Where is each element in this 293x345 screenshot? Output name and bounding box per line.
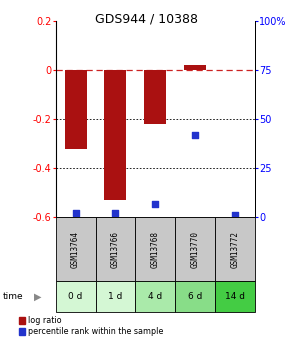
- Bar: [184, 65, 206, 70]
- Bar: [96, 281, 135, 312]
- Text: time: time: [3, 292, 23, 301]
- Bar: [135, 281, 175, 312]
- Bar: [65, 70, 86, 148]
- Text: 4 d: 4 d: [148, 292, 162, 301]
- Bar: [215, 281, 255, 312]
- Bar: [175, 281, 215, 312]
- Text: 6 d: 6 d: [188, 292, 202, 301]
- Bar: [56, 281, 96, 312]
- Text: GSM13770: GSM13770: [191, 231, 200, 268]
- Text: GSM13766: GSM13766: [111, 231, 120, 268]
- Text: GSM13764: GSM13764: [71, 231, 80, 268]
- Text: 0 d: 0 d: [68, 292, 83, 301]
- Bar: [96, 217, 135, 281]
- Bar: [175, 217, 215, 281]
- Bar: [144, 70, 166, 124]
- Text: ▶: ▶: [34, 292, 41, 302]
- Point: [233, 213, 237, 218]
- Bar: [105, 70, 126, 200]
- Text: 1 d: 1 d: [108, 292, 123, 301]
- Text: 14 d: 14 d: [225, 292, 245, 301]
- Bar: [56, 217, 96, 281]
- Legend: log ratio, percentile rank within the sample: log ratio, percentile rank within the sa…: [19, 316, 164, 336]
- Text: GSM13768: GSM13768: [151, 231, 160, 268]
- Point: [153, 201, 158, 206]
- Bar: [135, 217, 175, 281]
- Point: [113, 211, 118, 216]
- Point: [193, 132, 197, 138]
- Point: [73, 211, 78, 216]
- Text: GSM13772: GSM13772: [231, 231, 239, 268]
- Bar: [215, 217, 255, 281]
- Text: GDS944 / 10388: GDS944 / 10388: [95, 12, 198, 25]
